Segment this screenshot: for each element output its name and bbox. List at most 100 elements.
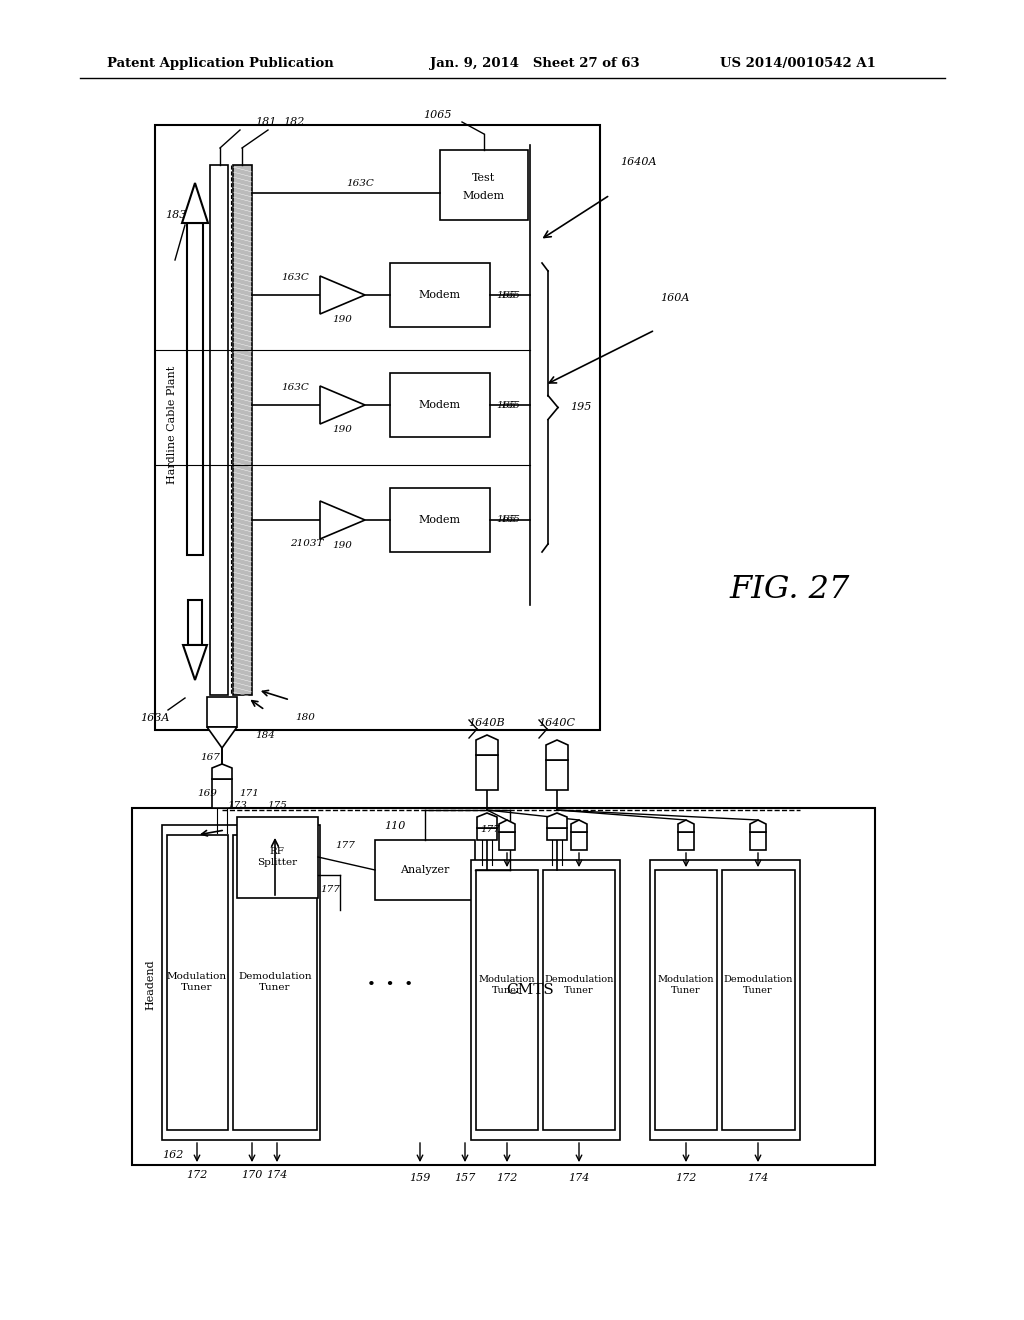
Polygon shape (167, 836, 228, 1130)
Polygon shape (650, 861, 800, 1140)
Polygon shape (477, 813, 497, 828)
Text: US 2014/0010542 A1: US 2014/0010542 A1 (720, 57, 876, 70)
Polygon shape (476, 735, 498, 755)
Text: 1640C: 1640C (539, 718, 575, 729)
Text: 184: 184 (255, 730, 274, 739)
Polygon shape (212, 779, 232, 808)
Text: 1640A: 1640A (620, 157, 656, 168)
Text: 174: 174 (568, 1173, 590, 1183)
Text: Demodulation
Tuner: Demodulation Tuner (545, 975, 613, 995)
Polygon shape (237, 817, 318, 898)
Polygon shape (571, 820, 587, 832)
Polygon shape (183, 645, 207, 680)
Polygon shape (390, 374, 490, 437)
Text: 165: 165 (500, 290, 520, 300)
Text: Jan. 9, 2014   Sheet 27 of 63: Jan. 9, 2014 Sheet 27 of 63 (430, 57, 640, 70)
Polygon shape (546, 741, 568, 760)
Polygon shape (210, 165, 228, 696)
Text: 177: 177 (480, 825, 500, 834)
Polygon shape (547, 828, 567, 840)
Text: 1640B: 1640B (469, 718, 505, 729)
Polygon shape (543, 870, 615, 1130)
Text: Modulation
Tuner: Modulation Tuner (167, 973, 227, 991)
Text: 110: 110 (384, 821, 406, 832)
Text: RF
Splitter: RF Splitter (257, 847, 297, 867)
Text: 173: 173 (227, 801, 247, 810)
Polygon shape (678, 832, 694, 850)
Text: Modem: Modem (419, 400, 461, 411)
Polygon shape (499, 820, 515, 832)
Polygon shape (207, 697, 237, 727)
Text: 182: 182 (283, 117, 304, 127)
Polygon shape (319, 502, 365, 539)
Text: 165: 165 (496, 290, 516, 300)
Polygon shape (375, 840, 475, 900)
Text: 172: 172 (497, 1173, 518, 1183)
Text: Modem: Modem (419, 515, 461, 525)
Text: 190: 190 (332, 425, 352, 434)
Polygon shape (440, 150, 528, 220)
Polygon shape (750, 832, 766, 850)
Text: 160A: 160A (660, 293, 689, 304)
Polygon shape (655, 870, 717, 1130)
Text: 169: 169 (197, 788, 217, 797)
Polygon shape (132, 808, 874, 1166)
Text: 177: 177 (335, 841, 355, 850)
Text: 195: 195 (570, 403, 592, 412)
Text: 165: 165 (500, 516, 520, 524)
Text: 183: 183 (165, 210, 186, 220)
Text: 167: 167 (200, 752, 220, 762)
Text: 163C: 163C (281, 383, 309, 392)
Polygon shape (571, 832, 587, 850)
Text: 162: 162 (162, 1150, 183, 1160)
Text: 175: 175 (267, 801, 287, 810)
Polygon shape (547, 813, 567, 828)
Text: Modulation
Tuner: Modulation Tuner (479, 975, 536, 995)
Text: 165: 165 (500, 400, 520, 409)
Text: Hardline Cable Plant: Hardline Cable Plant (167, 366, 177, 484)
Polygon shape (162, 825, 319, 1140)
Text: 174: 174 (266, 1170, 288, 1180)
Text: Patent Application Publication: Patent Application Publication (106, 57, 334, 70)
Polygon shape (155, 125, 600, 730)
Polygon shape (477, 828, 497, 840)
Text: Test: Test (472, 173, 496, 183)
Text: 163A: 163A (140, 713, 170, 723)
Polygon shape (319, 385, 365, 424)
Text: CMTS: CMTS (506, 983, 554, 997)
Text: •  •  •: • • • (367, 978, 413, 993)
Polygon shape (476, 755, 498, 789)
Text: 190: 190 (332, 315, 352, 325)
Text: 180: 180 (295, 714, 315, 722)
Text: 163C: 163C (281, 272, 309, 281)
Text: 157: 157 (455, 1173, 476, 1183)
Text: 171: 171 (239, 788, 259, 797)
Polygon shape (212, 764, 232, 779)
Polygon shape (188, 601, 202, 645)
Text: 181: 181 (255, 117, 276, 127)
Polygon shape (233, 165, 252, 696)
Text: Demodulation
Tuner: Demodulation Tuner (239, 973, 312, 991)
Text: Headend: Headend (145, 960, 155, 1010)
Text: 172: 172 (675, 1173, 696, 1183)
Polygon shape (546, 760, 568, 789)
Text: 190: 190 (332, 540, 352, 549)
Polygon shape (182, 183, 208, 223)
Polygon shape (390, 263, 490, 327)
Text: Demodulation
Tuner: Demodulation Tuner (723, 975, 793, 995)
Text: Modulation
Tuner: Modulation Tuner (657, 975, 715, 995)
Polygon shape (207, 727, 237, 748)
Text: Modem: Modem (463, 191, 505, 201)
Polygon shape (233, 836, 317, 1130)
Polygon shape (390, 488, 490, 552)
Text: 2103T: 2103T (291, 539, 324, 548)
Text: 165: 165 (496, 400, 516, 409)
Polygon shape (750, 820, 766, 832)
Text: FIG. 27: FIG. 27 (730, 574, 850, 606)
Text: 165: 165 (496, 516, 516, 524)
Polygon shape (471, 861, 620, 1140)
Text: 1065: 1065 (424, 110, 452, 120)
Text: 172: 172 (186, 1170, 208, 1180)
Polygon shape (678, 820, 694, 832)
Text: Modem: Modem (419, 290, 461, 300)
